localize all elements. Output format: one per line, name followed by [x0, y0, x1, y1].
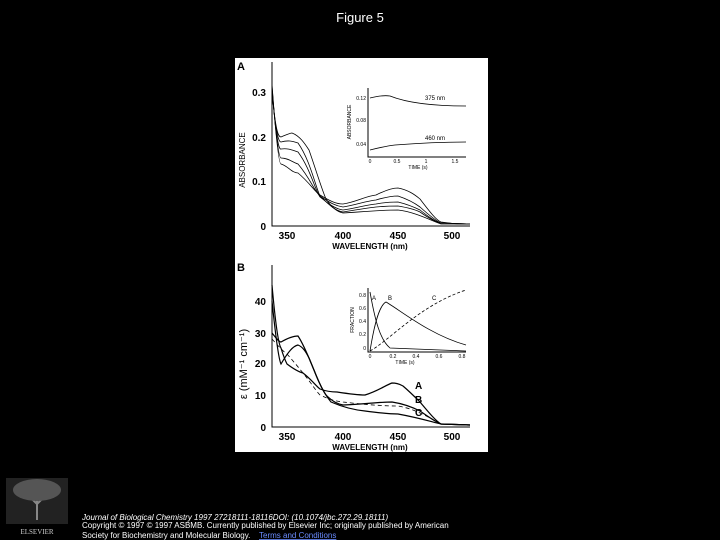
inset-curve: [369, 301, 467, 352]
y-tick-label: 0.1: [252, 177, 266, 188]
inset-y-label: FRACTION: [350, 307, 356, 333]
citation: Journal of Biological Chemistry 1997 272…: [81, 513, 388, 522]
x-tick-label: 450: [390, 231, 407, 242]
x-axis-label: WAVELENGTH (nm): [332, 443, 408, 452]
inset-y-tick: 0: [363, 346, 366, 352]
inset-x-tick: 0.8: [459, 354, 466, 360]
inset-x-tick: 0.6: [436, 354, 443, 360]
inset-curve-label: A: [372, 296, 376, 302]
inset-x-tick: 1: [425, 159, 428, 165]
x-tick-label: 350: [279, 231, 296, 242]
spectra: [271, 83, 471, 225]
x-tick-label: 350: [279, 432, 296, 443]
inset-y-tick: 0.6: [359, 306, 366, 312]
inset-y-label: ABSORBANCE: [347, 104, 353, 139]
axes: [271, 62, 470, 227]
curve-label: C: [415, 408, 422, 419]
y-tick-label: 0: [260, 423, 266, 434]
y-tick-label: 10: [255, 391, 267, 402]
inset-y-tick: 0.2: [359, 332, 366, 338]
x-tick-label: 500: [444, 432, 461, 443]
inset-curve: [369, 141, 467, 151]
y-tick-label: 20: [255, 359, 267, 370]
inset-x-label: TIME (s): [395, 360, 414, 366]
publisher-logo: ELSEVIER: [6, 478, 68, 536]
copyright-continued: Society for Biochemistry and Molecular B…: [82, 531, 250, 540]
x-axis-label: WAVELENGTH (nm): [332, 242, 408, 251]
inset-curve: [369, 291, 467, 352]
inset-curve-label: B: [388, 296, 392, 302]
inset-curve-label: 375 nm: [425, 96, 445, 102]
y-tick-label: 30: [255, 329, 267, 340]
curve-label: B: [415, 395, 422, 406]
x-tick-label: 450: [390, 432, 407, 443]
slide-title: Figure 5: [336, 10, 384, 25]
inset-curve: [369, 95, 467, 107]
panel-label: B: [237, 262, 245, 274]
y-tick-label: 0.3: [252, 88, 266, 99]
x-tick-label: 400: [335, 231, 352, 242]
inset-y-tick: 0.08: [356, 118, 366, 124]
terms-link[interactable]: Terms and Conditions: [259, 531, 336, 540]
inset-x-tick: 0.5: [394, 159, 401, 165]
inset-curve-label: C: [432, 296, 437, 302]
copyright: Copyright © 1997 © 1997 ASBMB. Currently…: [82, 521, 449, 530]
curve-label: A: [415, 381, 422, 392]
y-axis-label: ABSORBANCE: [238, 132, 247, 188]
axes: [271, 265, 470, 428]
inset-axes: [367, 88, 466, 158]
inset-x-label: TIME (s): [408, 165, 427, 171]
inset-y-tick: 0.4: [359, 319, 366, 325]
inset-x-tick: 1.5: [452, 159, 459, 165]
inset-x-tick: 0: [369, 354, 372, 360]
x-tick-label: 400: [335, 432, 352, 443]
inset-y-tick: 0.8: [359, 293, 366, 299]
x-tick-label: 500: [444, 231, 461, 242]
inset-y-tick: 0.04: [356, 142, 366, 148]
inset-y-tick: 0.12: [356, 96, 366, 102]
y-tick-label: 0: [260, 222, 266, 233]
logo-text: ELSEVIER: [20, 528, 53, 536]
inset-x-tick: 0: [369, 159, 372, 165]
spectra: [271, 284, 471, 426]
y-tick-label: 0.2: [252, 133, 266, 144]
inset-axes: [367, 288, 466, 353]
y-tick-label: 40: [255, 297, 267, 308]
y-axis-label: ε (mM⁻¹ cm⁻¹): [238, 329, 250, 399]
panel-label: A: [237, 61, 245, 73]
inset-x-tick: 0.2: [390, 354, 397, 360]
figure-panel: [235, 58, 488, 452]
inset-curve-label: 460 nm: [425, 136, 445, 142]
inset-x-tick: 0.4: [413, 354, 420, 360]
